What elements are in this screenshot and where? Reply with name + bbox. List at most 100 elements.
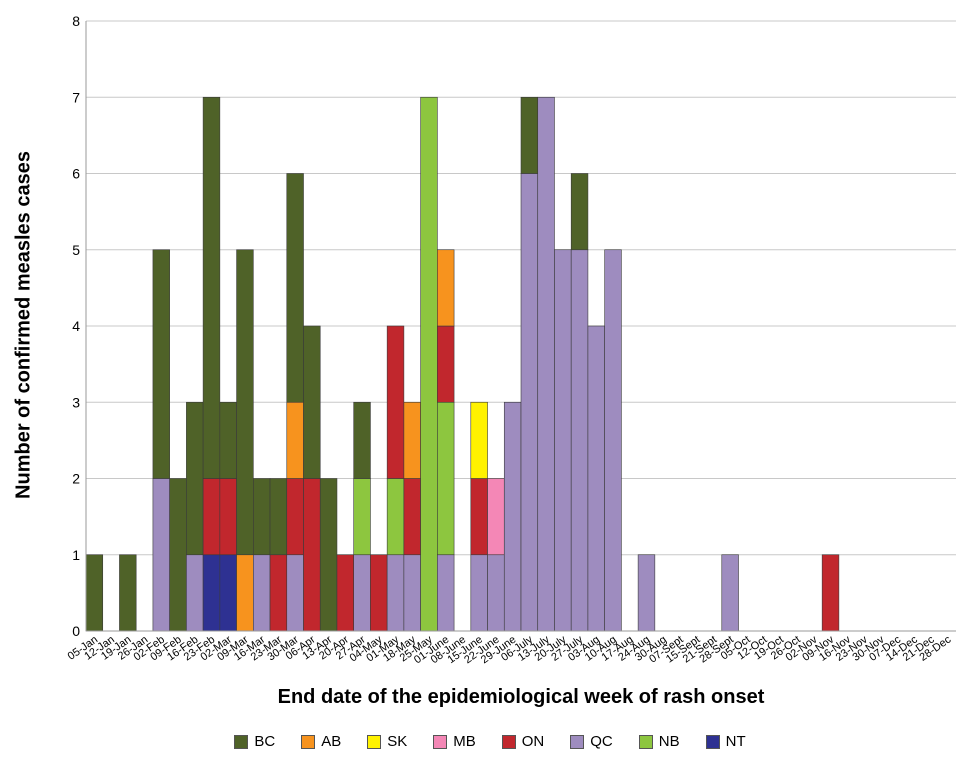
legend-item-ab: AB bbox=[301, 733, 341, 750]
bar-marks bbox=[85, 96, 840, 632]
y-axis-title: Number of confirmed measles cases bbox=[12, 151, 35, 499]
bar-segment-ab bbox=[437, 249, 455, 327]
bar-segment-bc bbox=[570, 173, 589, 251]
bar-segment-qc bbox=[186, 554, 204, 632]
bar-segment-nb bbox=[353, 478, 371, 556]
bar-segment-bc bbox=[202, 96, 221, 479]
y-tick-label: 3 bbox=[72, 394, 80, 410]
bar-segment-qc bbox=[353, 554, 371, 632]
bar-segment-ab bbox=[403, 401, 421, 479]
legend-swatch bbox=[705, 734, 720, 749]
legend-label: NB bbox=[658, 733, 680, 750]
bar-segment-on bbox=[370, 554, 388, 632]
bar-segment-ab bbox=[286, 401, 304, 479]
bar-segment-qc bbox=[721, 554, 739, 632]
bar-segment-qc bbox=[587, 325, 605, 632]
bar-segment-bc bbox=[253, 478, 271, 556]
legend-label: MB bbox=[453, 733, 476, 750]
bar-segment-qc bbox=[537, 96, 555, 632]
legend-item-mb: MB bbox=[433, 733, 476, 750]
y-tick-label: 7 bbox=[72, 89, 80, 105]
bar-segment-bc bbox=[169, 478, 187, 632]
bar-segment-on bbox=[403, 478, 421, 556]
bar-segment-on bbox=[386, 325, 405, 479]
bar-segment-bc bbox=[319, 478, 338, 632]
legend-swatch bbox=[367, 734, 382, 749]
legend-label: SK bbox=[387, 733, 408, 750]
bar-segment-bc bbox=[269, 478, 288, 556]
bar-segment-qc bbox=[604, 249, 622, 632]
bar-segment-qc bbox=[253, 554, 271, 632]
y-tick-label: 2 bbox=[72, 471, 80, 487]
bar-segment-qc bbox=[286, 554, 304, 632]
legend-swatch bbox=[301, 734, 316, 749]
y-tick-label: 0 bbox=[72, 623, 80, 639]
legend-swatch bbox=[234, 734, 249, 749]
legend-label: ON bbox=[521, 733, 545, 750]
axes bbox=[85, 21, 956, 632]
x-axis-title: End date of the epidemiological week of … bbox=[277, 686, 765, 708]
legend-item-on: ON bbox=[501, 733, 545, 750]
bar-segment-bc bbox=[152, 249, 170, 479]
bar-segment-qc bbox=[470, 554, 488, 632]
legend: BC AB SK MB ON QC NB NT bbox=[0, 733, 980, 750]
bar-segment-mb bbox=[487, 478, 505, 556]
legend-item-nb: NB bbox=[638, 733, 680, 750]
bar-segment-on bbox=[286, 478, 304, 556]
bar-segment-on bbox=[437, 325, 455, 403]
y-tick-label: 1 bbox=[72, 547, 80, 563]
y-tick-label: 4 bbox=[72, 318, 80, 334]
legend-label: QC bbox=[590, 733, 613, 750]
bar-segment-on bbox=[202, 478, 221, 556]
legend-swatch bbox=[638, 734, 653, 749]
bar-segment-bc bbox=[353, 401, 371, 479]
bar-segment-qc bbox=[152, 478, 170, 632]
bar-segment-qc bbox=[570, 249, 589, 632]
bar-segment-on bbox=[219, 478, 237, 556]
x-tick-labels: 05-Jan12-Jan19-Jan26-Jan02-Feb09-Feb16-F… bbox=[66, 633, 954, 666]
y-tick-label: 8 bbox=[72, 13, 80, 29]
y-tick-label: 5 bbox=[72, 242, 80, 258]
legend-label: AB bbox=[321, 733, 342, 750]
legend-label: BC bbox=[254, 733, 276, 750]
bar-segment-nb bbox=[437, 401, 455, 556]
y-tick-label: 6 bbox=[72, 166, 80, 182]
bar-segment-on bbox=[336, 554, 354, 632]
bar-segment-qc bbox=[503, 401, 522, 632]
bar-segment-qc bbox=[554, 249, 572, 632]
bar-segment-nb bbox=[420, 96, 438, 632]
bar-segment-bc bbox=[119, 554, 137, 632]
bar-segment-qc bbox=[487, 554, 505, 632]
y-tick-labels: 0 1 2 3 4 5 6 7 8 bbox=[72, 13, 80, 639]
bar-segment-nt bbox=[219, 554, 237, 632]
legend-item-qc: QC bbox=[570, 733, 613, 750]
bar-segment-bc bbox=[303, 325, 321, 479]
bar-segment-bc bbox=[85, 554, 104, 632]
bar-segment-bc bbox=[186, 401, 204, 556]
bar-segment-sk bbox=[470, 401, 488, 479]
legend-swatch bbox=[501, 734, 516, 749]
legend-swatch bbox=[570, 734, 585, 749]
legend-swatch bbox=[433, 734, 448, 749]
bar-segment-qc bbox=[386, 554, 405, 632]
bar-segment-bc bbox=[520, 96, 539, 174]
legend-item-nt: NT bbox=[705, 733, 746, 750]
bar-segment-qc bbox=[403, 554, 421, 632]
legend-label: NT bbox=[725, 733, 746, 750]
bar-segment-on bbox=[821, 554, 840, 632]
bar-segment-on bbox=[269, 554, 288, 632]
legend-item-bc: BC bbox=[234, 733, 275, 750]
bar-segment-bc bbox=[286, 173, 304, 403]
bar-segment-qc bbox=[437, 554, 455, 632]
bar-segment-bc bbox=[219, 401, 237, 479]
bar-segment-ab bbox=[236, 554, 254, 632]
bar-segment-on bbox=[470, 478, 488, 556]
bar-segment-nb bbox=[386, 478, 405, 556]
legend-item-sk: SK bbox=[367, 733, 407, 750]
bar-segment-nt bbox=[202, 554, 221, 632]
bar-segment-bc bbox=[236, 249, 254, 556]
bar-segment-on bbox=[303, 478, 321, 632]
bar-segment-qc bbox=[520, 173, 539, 632]
bar-segment-qc bbox=[637, 554, 656, 632]
